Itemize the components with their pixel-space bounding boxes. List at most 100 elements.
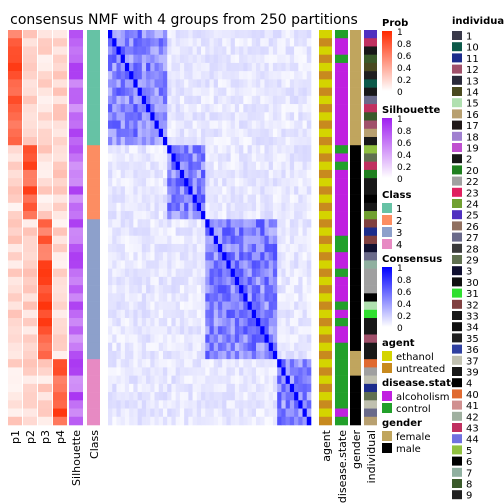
consensus-cell (272, 46, 278, 55)
consensus-cell (201, 285, 206, 294)
consensus-cell (285, 301, 291, 311)
consensus-cell (209, 309, 215, 319)
disease-state-legend-label: alcoholism (396, 392, 450, 403)
consensus-cell (179, 62, 185, 72)
consensus-cell (116, 145, 121, 154)
consensus-cell (217, 79, 223, 88)
consensus-cell (268, 367, 274, 376)
consensus-cell (154, 79, 160, 88)
consensus-cell (150, 87, 155, 97)
consensus-cell (116, 46, 121, 55)
consensus-cell (158, 30, 164, 39)
consensus-cell (124, 38, 130, 47)
consensus-cell (302, 227, 308, 237)
individual-legend-swatch (452, 467, 462, 477)
consensus-cell (192, 359, 198, 368)
consensus-cell (243, 318, 248, 327)
gender-cell (350, 30, 361, 39)
consensus-cell (277, 178, 282, 187)
class-cell (87, 301, 100, 311)
consensus-cell (272, 219, 278, 228)
consensus-cell (171, 169, 176, 179)
consensus-cell (256, 186, 261, 195)
consensus-cell (116, 400, 121, 409)
disease-state-cell (335, 219, 348, 228)
consensus-cell (222, 359, 227, 368)
consensus-cell (247, 243, 253, 253)
consensus-cell (264, 252, 270, 261)
consensus-cell (243, 334, 248, 344)
consensus-cell (239, 243, 244, 253)
prob-legend-tick: 0.8 (397, 40, 412, 50)
consensus-cell (289, 87, 295, 97)
consensus-cell (137, 211, 143, 220)
silhouette-cell (69, 145, 83, 154)
consensus-cell (192, 79, 198, 88)
consensus-cell (243, 350, 248, 360)
class-cell (87, 252, 100, 261)
consensus-cell (171, 367, 176, 376)
consensus-cell (213, 359, 219, 368)
consensus-cell (141, 38, 147, 47)
prob-cell (23, 375, 37, 385)
prob-cell (23, 211, 37, 220)
silhouette-cell (69, 46, 83, 55)
individual-legend-swatch (452, 176, 462, 186)
consensus-cell (298, 301, 303, 311)
consensus-cell (234, 243, 240, 253)
consensus-cell (124, 120, 130, 130)
consensus-cell (209, 235, 215, 245)
prob-cell (53, 120, 67, 130)
consensus-cell (112, 268, 117, 278)
consensus-cell (167, 243, 172, 253)
consensus-cell (256, 309, 261, 319)
consensus-cell (175, 120, 181, 130)
consensus-cell (260, 276, 265, 286)
consensus-cell (171, 227, 176, 237)
consensus-cell (120, 334, 126, 344)
consensus-cell (196, 153, 202, 162)
consensus-cell (179, 120, 185, 130)
consensus-cell (192, 112, 198, 121)
agent-cell (319, 235, 332, 245)
prob-cell (38, 219, 52, 228)
consensus-cell (256, 318, 261, 327)
individual-legend-swatch (452, 322, 462, 332)
consensus-cell (158, 128, 164, 138)
consensus-cell (277, 169, 282, 179)
consensus-cell (277, 318, 282, 327)
consensus-cell (146, 252, 151, 261)
consensus-cell (124, 153, 130, 162)
consensus-cell (260, 243, 265, 253)
consensus-cell (289, 62, 295, 72)
consensus-cell (302, 161, 308, 171)
silhouette-cell (69, 359, 83, 368)
prob-cell (38, 95, 52, 105)
consensus-cell (222, 416, 227, 426)
consensus-cell (141, 202, 147, 212)
consensus-cell (112, 375, 117, 385)
consensus-cell (217, 326, 223, 335)
consensus-cell (179, 178, 185, 187)
consensus-cell (108, 260, 113, 269)
prob-cell (23, 38, 37, 47)
consensus-cell (281, 408, 286, 418)
consensus-cell (184, 392, 189, 401)
consensus-cell (171, 62, 176, 72)
consensus-cell (268, 326, 274, 335)
consensus-cell (222, 104, 227, 113)
consensus-cell (154, 104, 160, 113)
consensus-cell (116, 252, 121, 261)
consensus-cell (230, 285, 236, 294)
consensus-cell (217, 342, 223, 352)
consensus-cell (137, 392, 143, 401)
consensus-cell (201, 309, 206, 319)
prob-cell (53, 194, 67, 204)
consensus-cell (192, 268, 198, 278)
consensus-cell (150, 202, 155, 212)
consensus-cell (239, 38, 244, 47)
consensus-cell (184, 243, 189, 253)
consensus-cell (137, 416, 143, 426)
consensus-cell (234, 211, 240, 220)
consensus-cell (150, 383, 155, 393)
